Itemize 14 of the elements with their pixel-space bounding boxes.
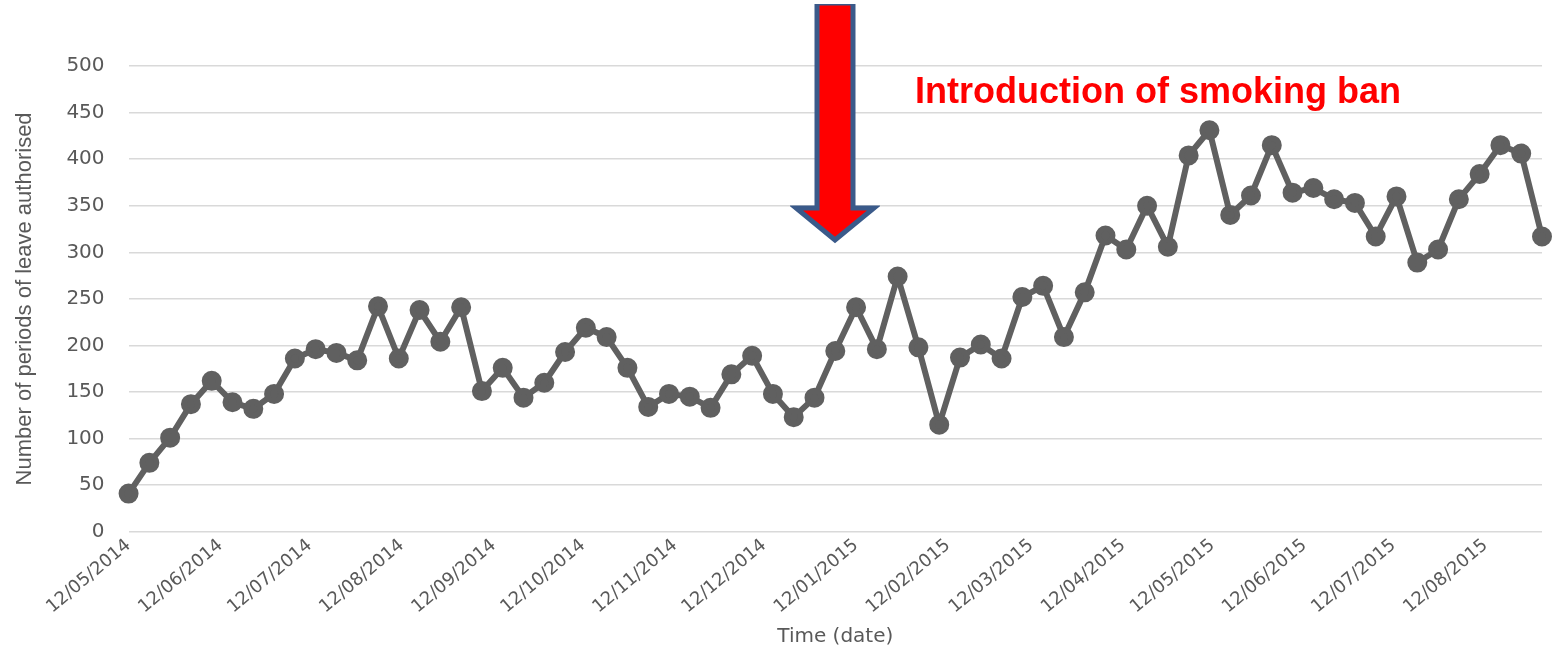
- y-tick-label: 200: [66, 331, 105, 356]
- y-tick-label: 300: [66, 238, 105, 263]
- y-tick-label: 0: [91, 517, 105, 542]
- y-tick-label: 250: [66, 285, 105, 310]
- x-axis-title: Time (date): [776, 623, 894, 648]
- y-tick-label: 400: [66, 145, 105, 170]
- y-tick-label: 500: [66, 52, 105, 77]
- y-tick-label: 450: [66, 98, 105, 123]
- y-tick-label: 50: [79, 471, 105, 496]
- annotation: Introduction of smoking ban: [915, 69, 1401, 111]
- y-tick-label: 100: [66, 424, 105, 449]
- y-tick-label: 150: [66, 378, 105, 403]
- y-axis-title: Number of periods of leave authorised: [11, 112, 37, 486]
- y-tick-label: 350: [66, 191, 105, 216]
